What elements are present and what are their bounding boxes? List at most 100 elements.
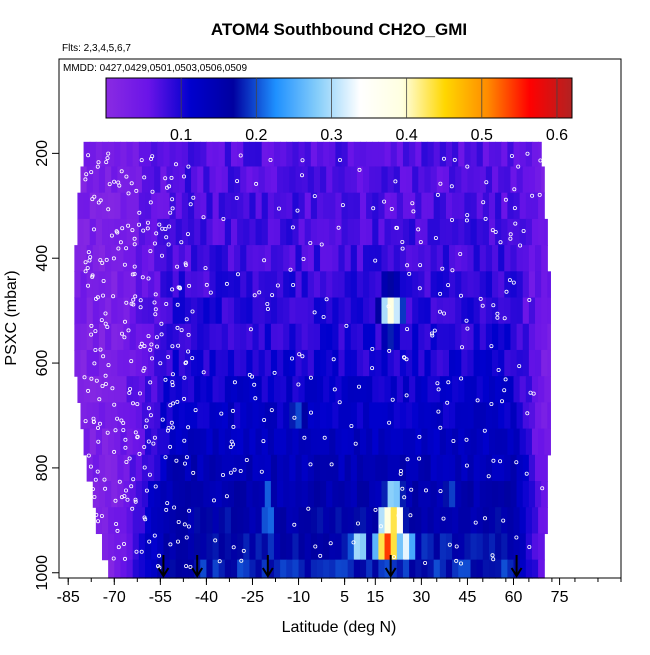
heat-cell xyxy=(224,141,232,168)
heat-cell xyxy=(445,192,453,220)
heat-cell xyxy=(485,166,493,194)
heat-cell xyxy=(144,376,152,403)
heat-cell xyxy=(224,507,232,535)
observation-point xyxy=(117,183,122,188)
observation-point xyxy=(521,228,526,233)
heat-cell xyxy=(326,271,333,299)
observation-point xyxy=(177,285,182,290)
heat-cell xyxy=(163,507,171,535)
heat-cell xyxy=(522,402,530,430)
heat-cell xyxy=(495,218,502,246)
heat-cell xyxy=(332,402,340,430)
heat-cell xyxy=(406,323,413,351)
heat-cell xyxy=(445,507,453,535)
heat-cell xyxy=(255,533,263,561)
heat-cell xyxy=(372,141,379,168)
heat-cell xyxy=(243,559,250,579)
heat-cell xyxy=(467,349,475,377)
heat-cell xyxy=(381,245,389,272)
heat-cell xyxy=(160,402,168,430)
heat-cell xyxy=(249,141,257,168)
heat-cell xyxy=(280,192,287,220)
heat-cell xyxy=(531,507,539,535)
heat-cell xyxy=(154,402,161,430)
heat-cell xyxy=(77,218,85,246)
observation-point xyxy=(475,398,480,403)
heat-cell xyxy=(455,323,462,351)
heat-cell xyxy=(215,349,223,377)
heat-cell xyxy=(347,428,355,456)
heat-cell xyxy=(141,297,149,325)
heat-cell xyxy=(338,481,346,508)
observation-point xyxy=(109,233,114,238)
observation-point xyxy=(170,380,175,385)
heat-cell xyxy=(344,349,352,377)
heat-cell xyxy=(292,218,300,246)
observation-point xyxy=(514,535,519,540)
observation-point xyxy=(116,246,121,251)
heat-cell xyxy=(338,245,346,272)
x-tick-label: -40 xyxy=(195,589,218,606)
observation-point xyxy=(83,260,88,265)
heat-cell xyxy=(467,297,475,325)
heat-cell xyxy=(169,428,177,456)
heat-cell xyxy=(372,376,379,403)
heat-cell xyxy=(181,507,189,535)
observation-point xyxy=(269,408,274,413)
heat-cell xyxy=(237,507,244,535)
heat-cell xyxy=(381,349,389,377)
heat-cell xyxy=(301,323,309,351)
heat-cell xyxy=(525,376,533,403)
heat-cell xyxy=(412,271,419,299)
heat-cell xyxy=(166,245,174,272)
observation-point xyxy=(382,199,387,204)
heat-cell xyxy=(350,166,358,194)
observation-point xyxy=(445,400,450,405)
observation-point xyxy=(132,264,137,269)
observation-point xyxy=(387,348,392,353)
heat-cell xyxy=(323,507,330,535)
heat-cell xyxy=(105,245,112,272)
heat-cell xyxy=(200,192,208,220)
observation-point xyxy=(410,201,415,206)
heat-cell xyxy=(298,507,306,535)
observation-point xyxy=(370,346,375,351)
heat-cell xyxy=(283,454,290,482)
heat-cell xyxy=(166,349,174,377)
heat-cell xyxy=(409,218,416,246)
heat-cell xyxy=(203,349,211,377)
observation-point xyxy=(105,430,110,435)
heat-cell xyxy=(277,245,284,272)
heat-cell xyxy=(237,428,244,456)
heat-cell xyxy=(430,271,438,299)
heat-cell xyxy=(184,349,192,377)
observation-point xyxy=(509,153,514,158)
flight-arrows xyxy=(157,555,523,578)
heat-cell xyxy=(513,507,521,535)
heat-cell xyxy=(200,533,208,561)
heat-cell xyxy=(98,271,106,299)
heat-cell xyxy=(335,559,343,579)
observation-point xyxy=(441,516,446,521)
observation-point xyxy=(146,334,151,339)
heat-cell xyxy=(442,323,450,351)
heat-cell xyxy=(467,454,475,482)
heat-cell xyxy=(541,323,548,351)
heat-cell xyxy=(240,349,247,377)
heat-cell xyxy=(249,192,257,220)
observation-point xyxy=(321,314,326,319)
observation-point xyxy=(437,309,442,314)
heat-cell xyxy=(393,349,401,377)
heat-cell xyxy=(273,376,281,403)
observation-point xyxy=(185,232,190,237)
observation-point xyxy=(88,464,93,469)
observation-point xyxy=(173,162,178,167)
heat-cell xyxy=(132,559,140,579)
heat-cell xyxy=(283,166,290,194)
observation-point xyxy=(170,206,175,211)
heat-cell xyxy=(184,245,192,272)
observation-point xyxy=(135,435,140,440)
heat-cell xyxy=(335,533,343,561)
observation-point xyxy=(290,225,295,230)
heat-cell xyxy=(498,323,505,351)
